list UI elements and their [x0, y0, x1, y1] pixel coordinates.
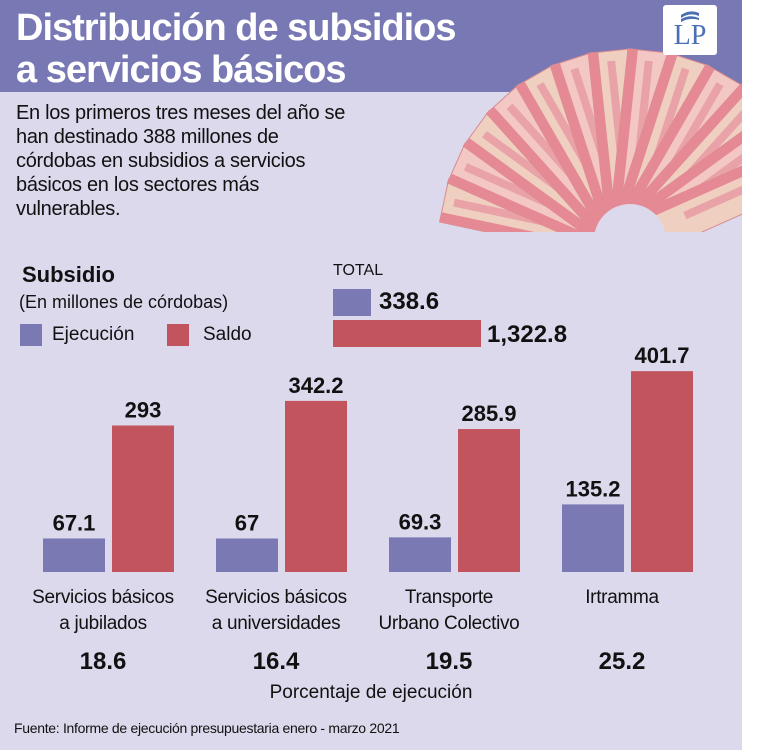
- category-label-1: Servicios básicos a jubilados: [32, 587, 174, 634]
- chart-title: Subsidio: [22, 262, 115, 287]
- category-label-4: Irtramma: [585, 587, 659, 608]
- category-label-3: Transporte Urbano Colectivo: [378, 587, 520, 634]
- percent-execution-1: 18.6: [79, 648, 127, 675]
- bar-saldo-2: [285, 400, 347, 572]
- legend-label-ejecucion: Ejecución: [52, 324, 135, 345]
- value-label-saldo-3: 285.9: [461, 401, 516, 426]
- bar-ejecucion-3: [389, 537, 451, 572]
- intro-text: En los primeros tres meses del año se ha…: [16, 102, 346, 220]
- bar-saldo-4: [631, 371, 693, 572]
- category-label-2: Servicios básicos a universidades: [205, 587, 347, 634]
- bar-ejecucion-4: [562, 504, 624, 572]
- source-note: Fuente: Informe de ejecución presupuesta…: [14, 720, 400, 736]
- legend-swatch-ejecucion: [20, 324, 42, 346]
- legend-swatch-saldo: [167, 324, 189, 346]
- chart-subtitle: (En millones de córdobas): [19, 292, 229, 312]
- total-ejecucion-bar: [333, 289, 371, 316]
- value-label-saldo-2: 342.2: [288, 373, 343, 398]
- lp-logo: LP: [663, 5, 717, 55]
- title-line-1: Distribución de subsidios: [16, 7, 456, 49]
- bar-chart: 67.1 293 67 342.2 69.3 285.9 135.2 401.7: [43, 343, 693, 572]
- value-label-saldo-1: 293: [125, 398, 162, 423]
- value-label-ejecucion-2: 67: [235, 511, 259, 536]
- bar-ejecucion-1: [43, 538, 105, 572]
- total-saldo-value: 1,322.8: [487, 321, 568, 348]
- bar-saldo-3: [458, 429, 520, 572]
- title-line-2: a servicios básicos: [16, 49, 347, 91]
- bar-saldo-1: [112, 425, 174, 572]
- percent-execution-3: 19.5: [425, 648, 473, 675]
- bar-ejecucion-2: [216, 538, 278, 572]
- value-label-ejecucion-1: 67.1: [53, 510, 96, 535]
- legend-label-saldo: Saldo: [203, 324, 252, 345]
- value-label-ejecucion-3: 69.3: [399, 509, 442, 534]
- flag-icon: [681, 11, 699, 22]
- logo-text: LP: [673, 20, 707, 51]
- percent-execution-2: 16.4: [252, 648, 300, 675]
- total-label: TOTAL: [333, 262, 384, 279]
- value-label-saldo-4: 401.7: [634, 343, 689, 368]
- total-saldo-bar: [333, 320, 481, 347]
- value-label-ejecucion-4: 135.2: [565, 476, 620, 501]
- percent-execution-label: Porcentaje de ejecución: [269, 682, 473, 703]
- total-ejecucion-value: 338.6: [379, 288, 440, 315]
- percent-execution-4: 25.2: [598, 648, 646, 675]
- banknotes-fan-image: [438, 48, 742, 232]
